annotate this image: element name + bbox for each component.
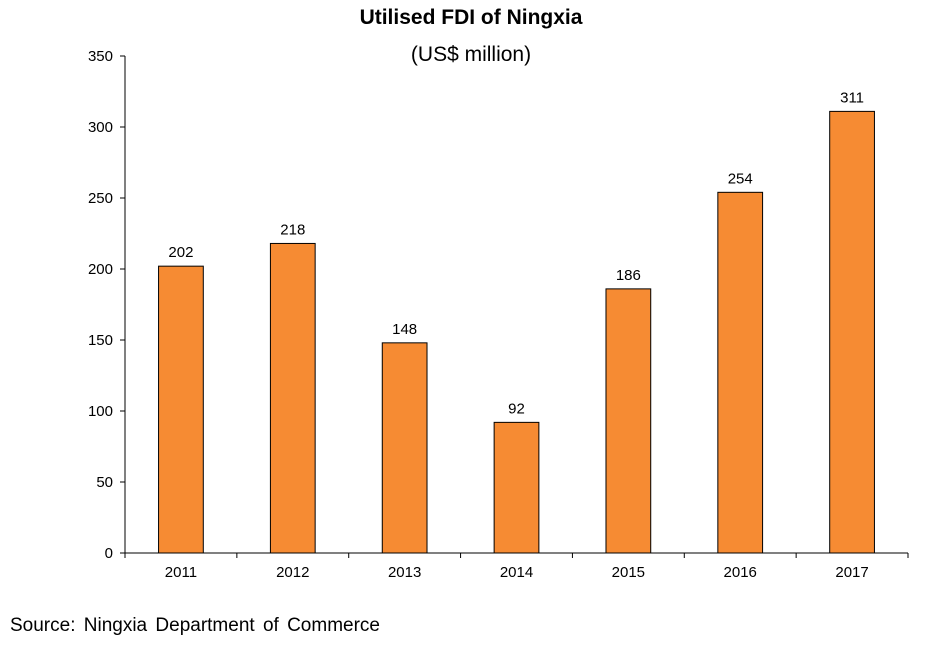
data-labels: 202 218 148 92 186 254 311 xyxy=(168,89,864,417)
chart-title: Utilised FDI of Ningxia xyxy=(360,6,583,29)
y-tick-label: 250 xyxy=(88,190,113,207)
data-label-2017: 311 xyxy=(840,89,864,106)
y-tick-label: 150 xyxy=(88,332,113,349)
data-label-2011: 202 xyxy=(168,244,193,261)
bar-2017 xyxy=(829,110,875,554)
data-label-2013: 148 xyxy=(392,321,417,338)
data-label-2015: 186 xyxy=(616,267,641,284)
y-tick-label: 200 xyxy=(88,261,113,278)
bar-2011 xyxy=(158,265,204,554)
x-tick-label: 2012 xyxy=(276,564,309,581)
y-tick-label: 50 xyxy=(96,474,113,491)
data-label-2014: 92 xyxy=(508,400,525,417)
bar-2012 xyxy=(269,242,316,554)
x-tick-label: 2015 xyxy=(612,564,645,581)
bar-2015 xyxy=(605,288,652,554)
source-note: Source: Ningxia Department of Commerce xyxy=(10,615,380,636)
x-tick-label: 2014 xyxy=(500,564,533,581)
data-label-2012: 218 xyxy=(280,221,305,238)
bar-2016 xyxy=(717,191,764,554)
x-tick-label: 2013 xyxy=(388,564,421,581)
data-label-2016: 254 xyxy=(728,170,753,187)
chart-subtitle: (US$ million) xyxy=(411,43,531,66)
bars xyxy=(158,110,875,554)
x-tick-label: 2017 xyxy=(835,564,868,581)
bar-2013 xyxy=(381,342,428,554)
y-tick-label: 300 xyxy=(88,119,113,136)
x-tick-label: 2016 xyxy=(724,564,757,581)
bar-2014 xyxy=(493,421,540,554)
y-axis: 0 50 100 150 200 250 300 350 xyxy=(88,48,126,562)
y-tick-label: 100 xyxy=(88,403,113,420)
y-tick-label: 350 xyxy=(88,48,113,65)
x-axis: 2011 2012 2013 2014 2015 2016 2017 xyxy=(124,552,909,581)
y-tick-label: 0 xyxy=(105,545,113,562)
x-tick-label: 2011 xyxy=(165,564,197,581)
